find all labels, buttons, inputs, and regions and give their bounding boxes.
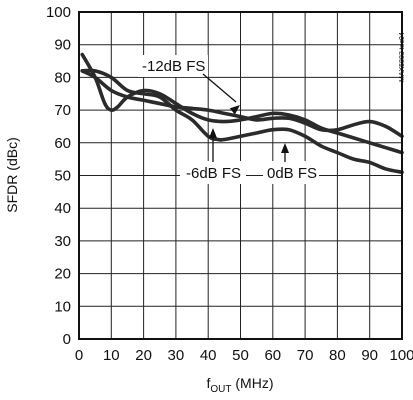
x-tick-label: 100 (389, 347, 413, 364)
x-tick-label: 10 (103, 347, 120, 364)
x-axis-title-unit: (MHz) (232, 375, 274, 391)
x-tick-label: 40 (200, 347, 217, 364)
x-tick-label: 30 (168, 347, 185, 364)
annotation-arrowhead (229, 105, 240, 115)
x-tick-label: 20 (135, 347, 152, 364)
y-axis-title: SFDR (dBc) (4, 137, 20, 212)
annotation-leader (202, 73, 237, 103)
figure-code: MAX5883 toc04 (399, 32, 406, 82)
annotation-bg (138, 55, 208, 77)
plot-frame (78, 11, 403, 340)
x-tick-label: 90 (361, 347, 378, 364)
y-tick-label: 80 (54, 69, 71, 86)
y-tick-label: 70 (54, 102, 71, 119)
y-tick-label: 60 (54, 135, 71, 152)
y-tick-label: 10 (54, 298, 71, 315)
annotation-arrowhead (281, 143, 289, 153)
x-tick-label: 50 (232, 347, 249, 364)
annotation-label: -12dB FS (142, 58, 205, 75)
y-tick-label: 40 (54, 200, 71, 217)
x-tick-label: 70 (297, 347, 314, 364)
annotation-arrowhead (209, 128, 217, 138)
y-tick-label: 20 (54, 266, 71, 283)
x-axis-title-subscript: OUT (210, 384, 231, 395)
x-tick-label: 80 (329, 347, 346, 364)
tick-labels: 0 10 20 30 40 50 60 70 80 90 100 0 10 20 30 40 50 60 70 80 9… (46, 4, 413, 364)
x-tick-label: 0 (75, 347, 83, 364)
series-line (80, 52, 404, 155)
annotations: -12dB FS -6dB FS 0dB FS (138, 55, 319, 184)
annotation-label: 0dB FS (267, 165, 317, 182)
series-curves (80, 52, 404, 175)
y-tick-label: 50 (54, 168, 71, 185)
annotation-bg (180, 161, 246, 184)
x-axis-title-main: f (207, 375, 211, 391)
series-line (80, 69, 404, 139)
x-tick-label: 60 (264, 347, 281, 364)
annotation-label: -6dB FS (186, 165, 241, 182)
y-tick-label: 90 (54, 37, 71, 54)
x-axis-title: fOUT (MHz) (207, 375, 274, 395)
y-tick-label: 100 (46, 4, 71, 21)
y-tick-label: 30 (54, 233, 71, 250)
annotation-bg (263, 161, 319, 184)
y-tick-label: 0 (63, 331, 71, 348)
